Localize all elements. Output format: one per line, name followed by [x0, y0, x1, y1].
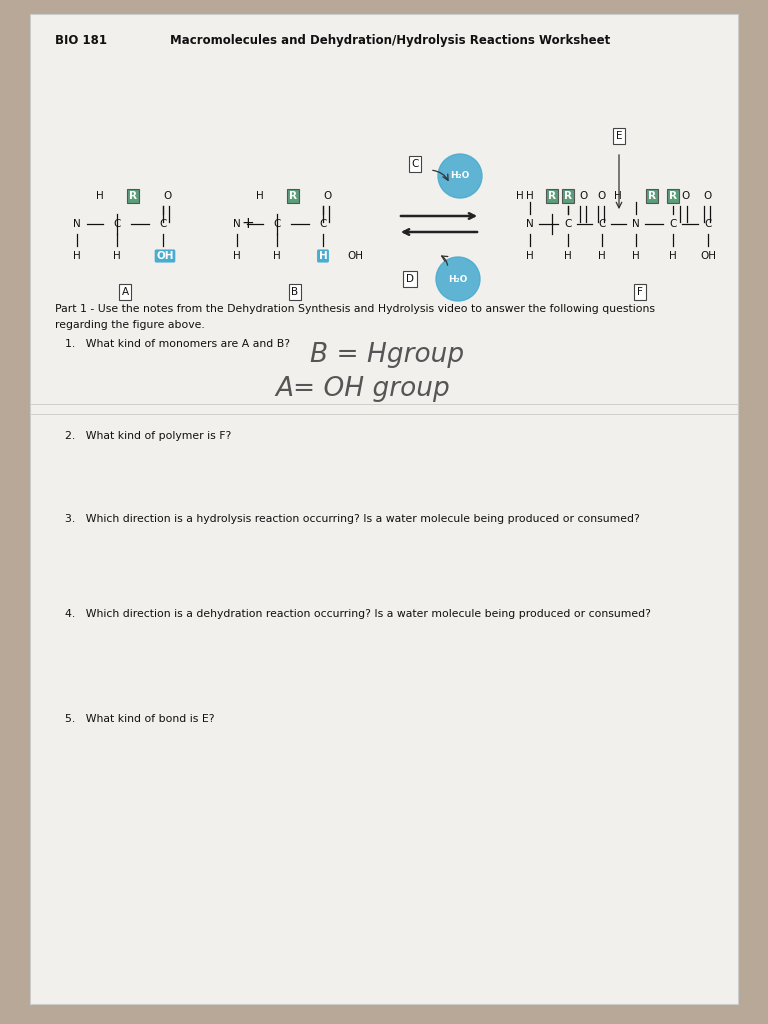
- Text: O: O: [323, 191, 331, 201]
- Text: H: H: [526, 251, 534, 261]
- Text: H: H: [233, 251, 241, 261]
- Circle shape: [436, 257, 480, 301]
- Text: 5.   What kind of bond is E?: 5. What kind of bond is E?: [65, 714, 214, 724]
- Text: H: H: [113, 251, 121, 261]
- Text: B: B: [291, 287, 299, 297]
- Text: +: +: [242, 216, 254, 231]
- Text: R: R: [129, 191, 137, 201]
- Text: R: R: [564, 191, 572, 201]
- Text: H: H: [319, 251, 327, 261]
- Text: A= OH group: A= OH group: [275, 376, 450, 402]
- Text: R: R: [289, 191, 297, 201]
- Text: H: H: [614, 191, 622, 201]
- Text: O: O: [681, 191, 689, 201]
- Text: D: D: [406, 274, 414, 284]
- Text: R: R: [548, 191, 556, 201]
- Text: B = Hgroup: B = Hgroup: [310, 342, 464, 368]
- Text: H: H: [256, 191, 264, 201]
- Circle shape: [438, 154, 482, 198]
- Text: H: H: [516, 191, 524, 201]
- FancyBboxPatch shape: [30, 14, 738, 1004]
- Text: H: H: [526, 191, 534, 201]
- Text: H: H: [632, 251, 640, 261]
- Text: C: C: [159, 219, 167, 229]
- Text: H₂O: H₂O: [450, 171, 470, 180]
- Text: H: H: [273, 251, 281, 261]
- Text: H: H: [669, 251, 677, 261]
- Text: O: O: [598, 191, 606, 201]
- Text: 3.   Which direction is a hydrolysis reaction occurring? Is a water molecule bei: 3. Which direction is a hydrolysis react…: [65, 514, 640, 524]
- Text: C: C: [273, 219, 280, 229]
- Text: regarding the figure above.: regarding the figure above.: [55, 319, 205, 330]
- Text: C: C: [564, 219, 571, 229]
- Text: N: N: [233, 219, 241, 229]
- Text: H: H: [73, 251, 81, 261]
- Text: 2.   What kind of polymer is F?: 2. What kind of polymer is F?: [65, 431, 231, 441]
- Text: OH: OH: [156, 251, 174, 261]
- Text: H: H: [96, 191, 104, 201]
- Text: C: C: [319, 219, 326, 229]
- Text: O: O: [163, 191, 171, 201]
- Text: N: N: [632, 219, 640, 229]
- Text: O: O: [580, 191, 588, 201]
- Text: C: C: [114, 219, 121, 229]
- Text: H: H: [564, 251, 572, 261]
- Text: F: F: [637, 287, 643, 297]
- Text: C: C: [670, 219, 677, 229]
- Text: 1.   What kind of monomers are A and B?: 1. What kind of monomers are A and B?: [65, 339, 290, 349]
- Text: O: O: [704, 191, 712, 201]
- Text: Part 1 - Use the notes from the Dehydration Synthesis and Hydrolysis video to an: Part 1 - Use the notes from the Dehydrat…: [55, 304, 655, 314]
- Text: C: C: [598, 219, 606, 229]
- Text: E: E: [616, 131, 622, 141]
- Text: H: H: [598, 251, 606, 261]
- Text: N: N: [526, 219, 534, 229]
- Text: R: R: [669, 191, 677, 201]
- Text: Macromolecules and Dehydration/Hydrolysis Reactions Worksheet: Macromolecules and Dehydration/Hydrolysi…: [170, 34, 611, 47]
- Text: C: C: [704, 219, 712, 229]
- Text: 4.   Which direction is a dehydration reaction occurring? Is a water molecule be: 4. Which direction is a dehydration reac…: [65, 609, 650, 618]
- Text: R: R: [648, 191, 656, 201]
- Text: H₂O: H₂O: [449, 274, 468, 284]
- Text: N: N: [73, 219, 81, 229]
- Text: OH: OH: [700, 251, 716, 261]
- Text: BIO 181: BIO 181: [55, 34, 107, 47]
- Text: A: A: [121, 287, 128, 297]
- Text: OH: OH: [347, 251, 363, 261]
- Text: C: C: [412, 159, 419, 169]
